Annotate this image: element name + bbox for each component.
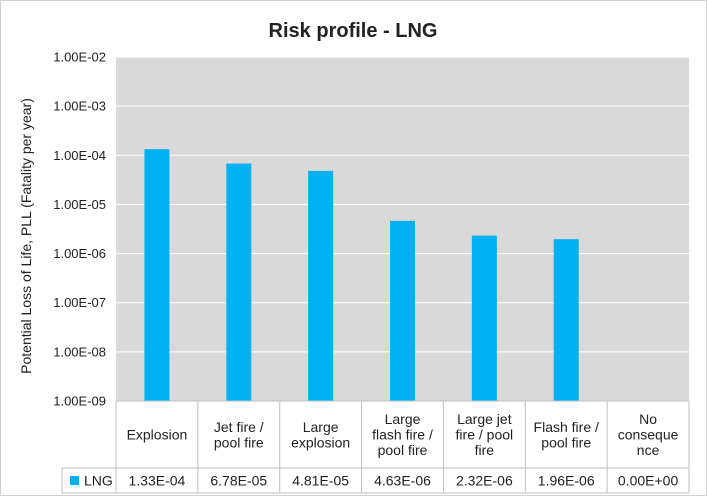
data-value-label: 1.96E-06 [538, 473, 595, 489]
category-label: Large [385, 411, 421, 427]
y-tick-label: 1.00E-09 [53, 394, 106, 409]
y-tick-label: 1.00E-05 [53, 197, 106, 212]
category-label: fire [475, 442, 495, 458]
category-label: Large jet [457, 411, 512, 427]
y-tick-label: 1.00E-03 [53, 99, 106, 114]
data-value-label: 4.63E-06 [374, 473, 431, 489]
bar [144, 149, 170, 401]
legend-swatch [70, 476, 79, 485]
category-label: pool fire [214, 434, 264, 450]
data-value-label: 2.32E-06 [456, 473, 513, 489]
category-label: explosion [291, 434, 350, 450]
y-tick-label: 1.00E-06 [53, 246, 106, 261]
category-label: flash fire / [372, 427, 433, 443]
data-value-label: 6.78E-05 [210, 473, 267, 489]
category-label: fire / pool [456, 427, 514, 443]
y-tick-label: 1.00E-08 [53, 344, 106, 359]
y-axis-ticks: 1.00E-02 1.00E-03 1.00E-04 1.00E-05 1.00E-06… [53, 50, 106, 409]
y-tick-label: 1.00E-02 [53, 50, 106, 65]
category-label: Flash fire / [534, 419, 599, 435]
y-tick-label: 1.00E-07 [53, 295, 106, 310]
bar [553, 239, 579, 401]
category-label: Jet fire / [214, 419, 264, 435]
category-label: No [639, 411, 657, 427]
y-tick-label: 1.00E-04 [53, 148, 106, 163]
data-value-label: 4.81E-05 [292, 473, 349, 489]
data-value-label: 0.00E+00 [618, 473, 679, 489]
chart-title: Risk profile - LNG [269, 20, 438, 42]
bar [390, 220, 415, 401]
bar [226, 163, 252, 401]
category-label: Explosion [127, 427, 188, 443]
data-value-label: 1.33E-04 [129, 473, 186, 489]
legend-label: LNG [84, 473, 113, 489]
bars [144, 149, 579, 401]
data-table: Explosion Jet fire /pool fireLargeexplosi… [61, 400, 690, 494]
category-label: pool fire [378, 442, 428, 458]
category-label: Large [303, 419, 339, 435]
category-label: conseque [618, 427, 679, 443]
bar [308, 170, 334, 401]
category-label: pool fire [541, 434, 591, 450]
category-label: nce [637, 442, 660, 458]
bar [471, 235, 497, 401]
y-axis-label: Potential Loss of Life, PLL (Fatality pe… [18, 98, 34, 374]
